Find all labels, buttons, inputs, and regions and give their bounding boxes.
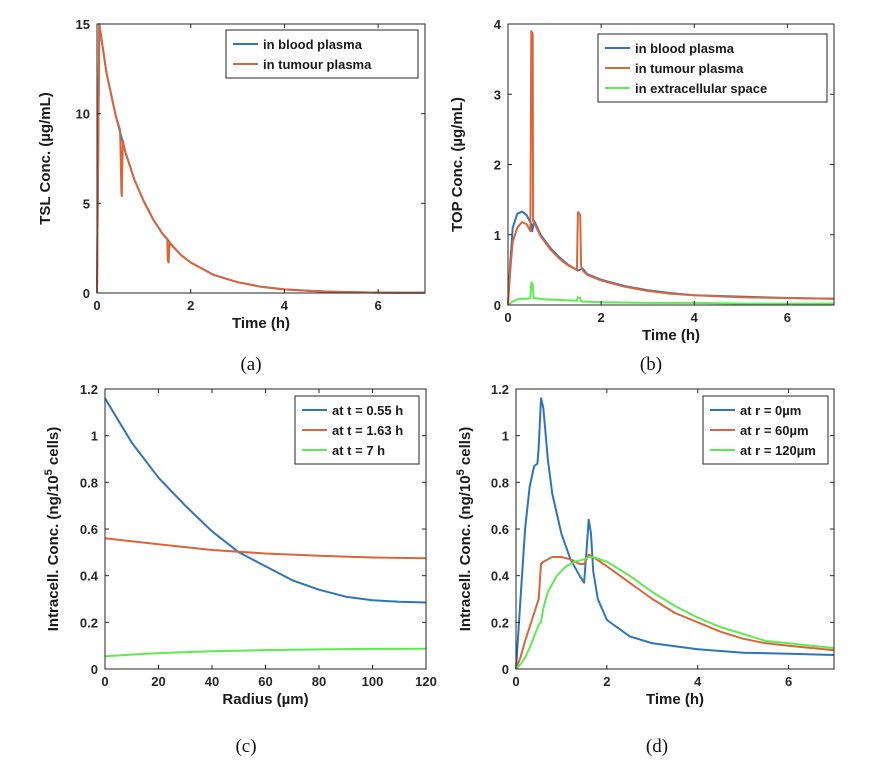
y-tick-label: 0 xyxy=(91,662,98,677)
y-axis-title: TSL Conc. (µg/mL) xyxy=(37,92,54,225)
series-line-2 xyxy=(515,553,835,670)
legend-label: at t = 1.63 h xyxy=(332,423,403,438)
x-tick-label: 0 xyxy=(101,674,108,689)
series-line-2 xyxy=(507,30,835,306)
y-tick-label: 0.2 xyxy=(491,615,509,630)
x-axis-title: Time (h) xyxy=(646,691,704,708)
legend-label: at r = 60µm xyxy=(740,423,809,438)
legend-label: in blood plasma xyxy=(263,37,363,52)
y-axis-title: Intracell. Conc. (ng/105 cells) xyxy=(43,427,62,632)
legend-box xyxy=(225,29,419,79)
plot-area-frame xyxy=(96,23,426,294)
legend-label: at t = 7 h xyxy=(332,443,385,458)
series-line-3 xyxy=(515,556,835,670)
legend-label: at t = 0.55 h xyxy=(332,403,403,418)
x-tick-label: 20 xyxy=(151,674,165,689)
x-tick-label: 6 xyxy=(785,674,792,689)
legend-label: in blood plasma xyxy=(635,41,735,56)
chart-panel-b: 0 2 4 6 0 1 2 3 4 Time (h) TOP Conc. (µg/mL) in blo… xyxy=(449,17,835,375)
y-tick-label: 0 xyxy=(494,298,501,313)
x-tick-label: 2 xyxy=(603,674,610,689)
y-tick-label: 4 xyxy=(494,17,502,32)
x-axis-title: Time (h) xyxy=(642,327,700,344)
panel-caption: (c) xyxy=(235,736,256,757)
y-tick-label: 0.2 xyxy=(80,615,98,630)
x-tick-label: 6 xyxy=(375,298,382,313)
y-tick-label: 2 xyxy=(494,158,501,173)
x-tick-label: 80 xyxy=(312,674,326,689)
x-tick-label: 6 xyxy=(784,310,791,325)
chart-panel-c: 0 20 40 60 80 100 120 0 0.2 0.4 0.6 0.8 1 1.2 Radius (… xyxy=(43,382,437,757)
y-tick-label: 1.2 xyxy=(80,382,98,397)
y-tick-label: 0.8 xyxy=(80,475,98,490)
panel-caption: (d) xyxy=(646,736,668,757)
x-tick-label: 120 xyxy=(415,674,437,689)
x-tick-label: 0 xyxy=(512,674,519,689)
panel-caption: (b) xyxy=(640,354,662,375)
legend-box xyxy=(597,33,828,103)
y-tick-label: 1 xyxy=(494,228,501,243)
y-axis-title: TOP Conc. (µg/mL) xyxy=(449,97,466,232)
y-tick-label: 0.4 xyxy=(491,569,510,584)
x-tick-label: 40 xyxy=(205,674,219,689)
x-tick-label: 0 xyxy=(504,310,511,325)
y-tick-label: 5 xyxy=(83,196,90,211)
panel-caption: (a) xyxy=(240,354,261,375)
legend-label: at r = 0µm xyxy=(740,403,801,418)
legend-label: in tumour plasma xyxy=(635,61,744,76)
legend-label: at r = 120µm xyxy=(740,443,816,458)
chart-panel-d: 0 2 4 6 0 0.2 0.4 0.6 0.8 1 1.2 Time (h) Intracell. … xyxy=(455,382,835,757)
series-line-1 xyxy=(515,397,835,670)
x-tick-label: 0 xyxy=(93,298,100,313)
y-tick-label: 1.2 xyxy=(491,382,509,397)
y-tick-label: 1 xyxy=(502,429,509,444)
legend-label: in tumour plasma xyxy=(263,57,372,72)
series-line-3 xyxy=(104,647,427,658)
legend: in blood plasma in tumour plasma xyxy=(225,29,419,79)
y-tick-label: 0.4 xyxy=(80,569,99,584)
legend-label: in extracellular space xyxy=(635,81,767,96)
x-tick-label: 4 xyxy=(281,298,289,313)
legend: in blood plasma in tumour plasma in extrac… xyxy=(597,33,828,103)
series-line-2 xyxy=(96,23,425,294)
x-tick-label: 2 xyxy=(187,298,194,313)
x-tick-label: 100 xyxy=(362,674,384,689)
x-tick-label: 60 xyxy=(258,674,272,689)
y-axis-title: Intracell. Conc. (ng/105 cells) xyxy=(455,427,474,632)
y-tick-label: 10 xyxy=(76,107,90,122)
y-tick-label: 1 xyxy=(91,429,98,444)
y-tick-label: 15 xyxy=(76,17,90,32)
series-line-3 xyxy=(507,281,834,306)
legend: at r = 0µm at r = 60µm at r = 120µm xyxy=(702,395,829,465)
y-tick-label: 0.6 xyxy=(491,522,509,537)
x-tick-label: 4 xyxy=(694,674,702,689)
y-tick-label: 0.8 xyxy=(491,475,509,490)
series-line-2 xyxy=(104,537,427,560)
y-tick-label: 0 xyxy=(83,286,90,301)
y-tick-label: 3 xyxy=(494,87,501,102)
y-tick-label: 0 xyxy=(502,662,509,677)
legend: at t = 0.55 h at t = 1.63 h at t = 7 h xyxy=(294,395,420,465)
x-tick-label: 2 xyxy=(598,310,605,325)
y-tick-label: 0.6 xyxy=(80,522,98,537)
x-axis-title: Time (h) xyxy=(232,315,290,332)
series-line-1 xyxy=(507,210,835,306)
series-line-1 xyxy=(104,397,427,604)
chart-panel-a: 0 2 4 6 0 5 10 15 Time (h) TSL Conc. (µg/mL) in bl… xyxy=(37,17,426,375)
x-tick-label: 4 xyxy=(691,310,699,325)
x-axis-title: Radius (µm) xyxy=(222,691,308,708)
